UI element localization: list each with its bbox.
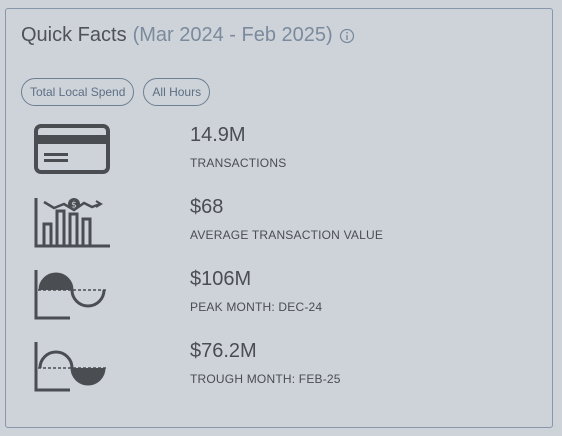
fact-value: 14.9M: [190, 124, 246, 146]
fact-peak-month: $106M PEAK MONTH: DEC-24: [30, 266, 530, 326]
filter-pills: Total Local Spend All Hours: [21, 78, 211, 106]
bar-chart-dollar-icon: $: [34, 198, 110, 248]
date-range: (Mar 2024 - Feb 2025): [132, 24, 333, 46]
info-icon[interactable]: [339, 28, 355, 44]
fact-label: TRANSACTIONS: [190, 156, 287, 170]
fact-label: TROUGH MONTH: FEB-25: [190, 372, 341, 386]
svg-text:$: $: [71, 201, 77, 211]
peak-wave-icon: [34, 270, 108, 320]
fact-trough-month: $76.2M TROUGH MONTH: FEB-25: [30, 338, 530, 398]
fact-value: $76.2M: [190, 340, 257, 362]
trough-wave-icon: [34, 342, 108, 392]
all-hours-filter[interactable]: All Hours: [143, 78, 211, 106]
fact-transactions: 14.9M TRANSACTIONS: [30, 122, 530, 182]
fact-value: $106M: [190, 268, 252, 290]
credit-card-icon: [34, 124, 110, 174]
fact-label: PEAK MONTH: DEC-24: [190, 300, 323, 314]
fact-label: AVERAGE TRANSACTION VALUE: [190, 228, 384, 242]
fact-value: $68: [190, 196, 224, 218]
card-title: Quick Facts: [21, 24, 127, 46]
total-local-spend-filter[interactable]: Total Local Spend: [21, 78, 135, 106]
card-header: Quick Facts (Mar 2024 - Feb 2025): [21, 24, 355, 47]
fact-average-transaction: $ $68 AVERAGE TRANSACTION VALUE: [30, 194, 530, 254]
